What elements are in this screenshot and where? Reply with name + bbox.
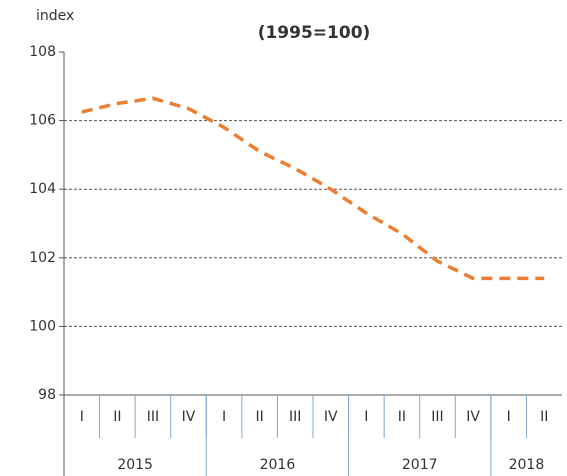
x-tick-label: I — [80, 409, 84, 425]
line-series — [81, 96, 545, 281]
x-tick-label: IV — [324, 409, 338, 425]
x-tick-label: II — [256, 409, 264, 425]
y-tick-label: 106 — [29, 113, 56, 129]
x-tick-label: I — [222, 409, 226, 425]
chart-title: (1995=100) — [258, 23, 371, 43]
year-label: 2016 — [260, 457, 296, 473]
x-tick-label: IV — [466, 409, 480, 425]
x-tick-label: II — [398, 409, 406, 425]
y-axis-label: index — [36, 8, 74, 24]
x-tick-label: III — [431, 409, 443, 425]
year-label: 2015 — [117, 457, 153, 473]
x-tick-label: III — [289, 409, 301, 425]
y-tick-label: 100 — [29, 318, 56, 334]
y-tick-label: 108 — [29, 44, 56, 60]
x-tick-label: III — [147, 409, 159, 425]
x-tick-label: I — [507, 409, 511, 425]
year-label: 2017 — [402, 457, 438, 473]
x-tick-label: IV — [182, 409, 196, 425]
y-tick-label: 98 — [38, 387, 56, 403]
year-label: 2018 — [509, 457, 545, 473]
y-tick-label: 102 — [29, 250, 56, 266]
x-tick-label: I — [364, 409, 368, 425]
x-tick-label: II — [540, 409, 548, 425]
x-tick-label: II — [113, 409, 121, 425]
y-tick-label: 104 — [29, 181, 56, 197]
